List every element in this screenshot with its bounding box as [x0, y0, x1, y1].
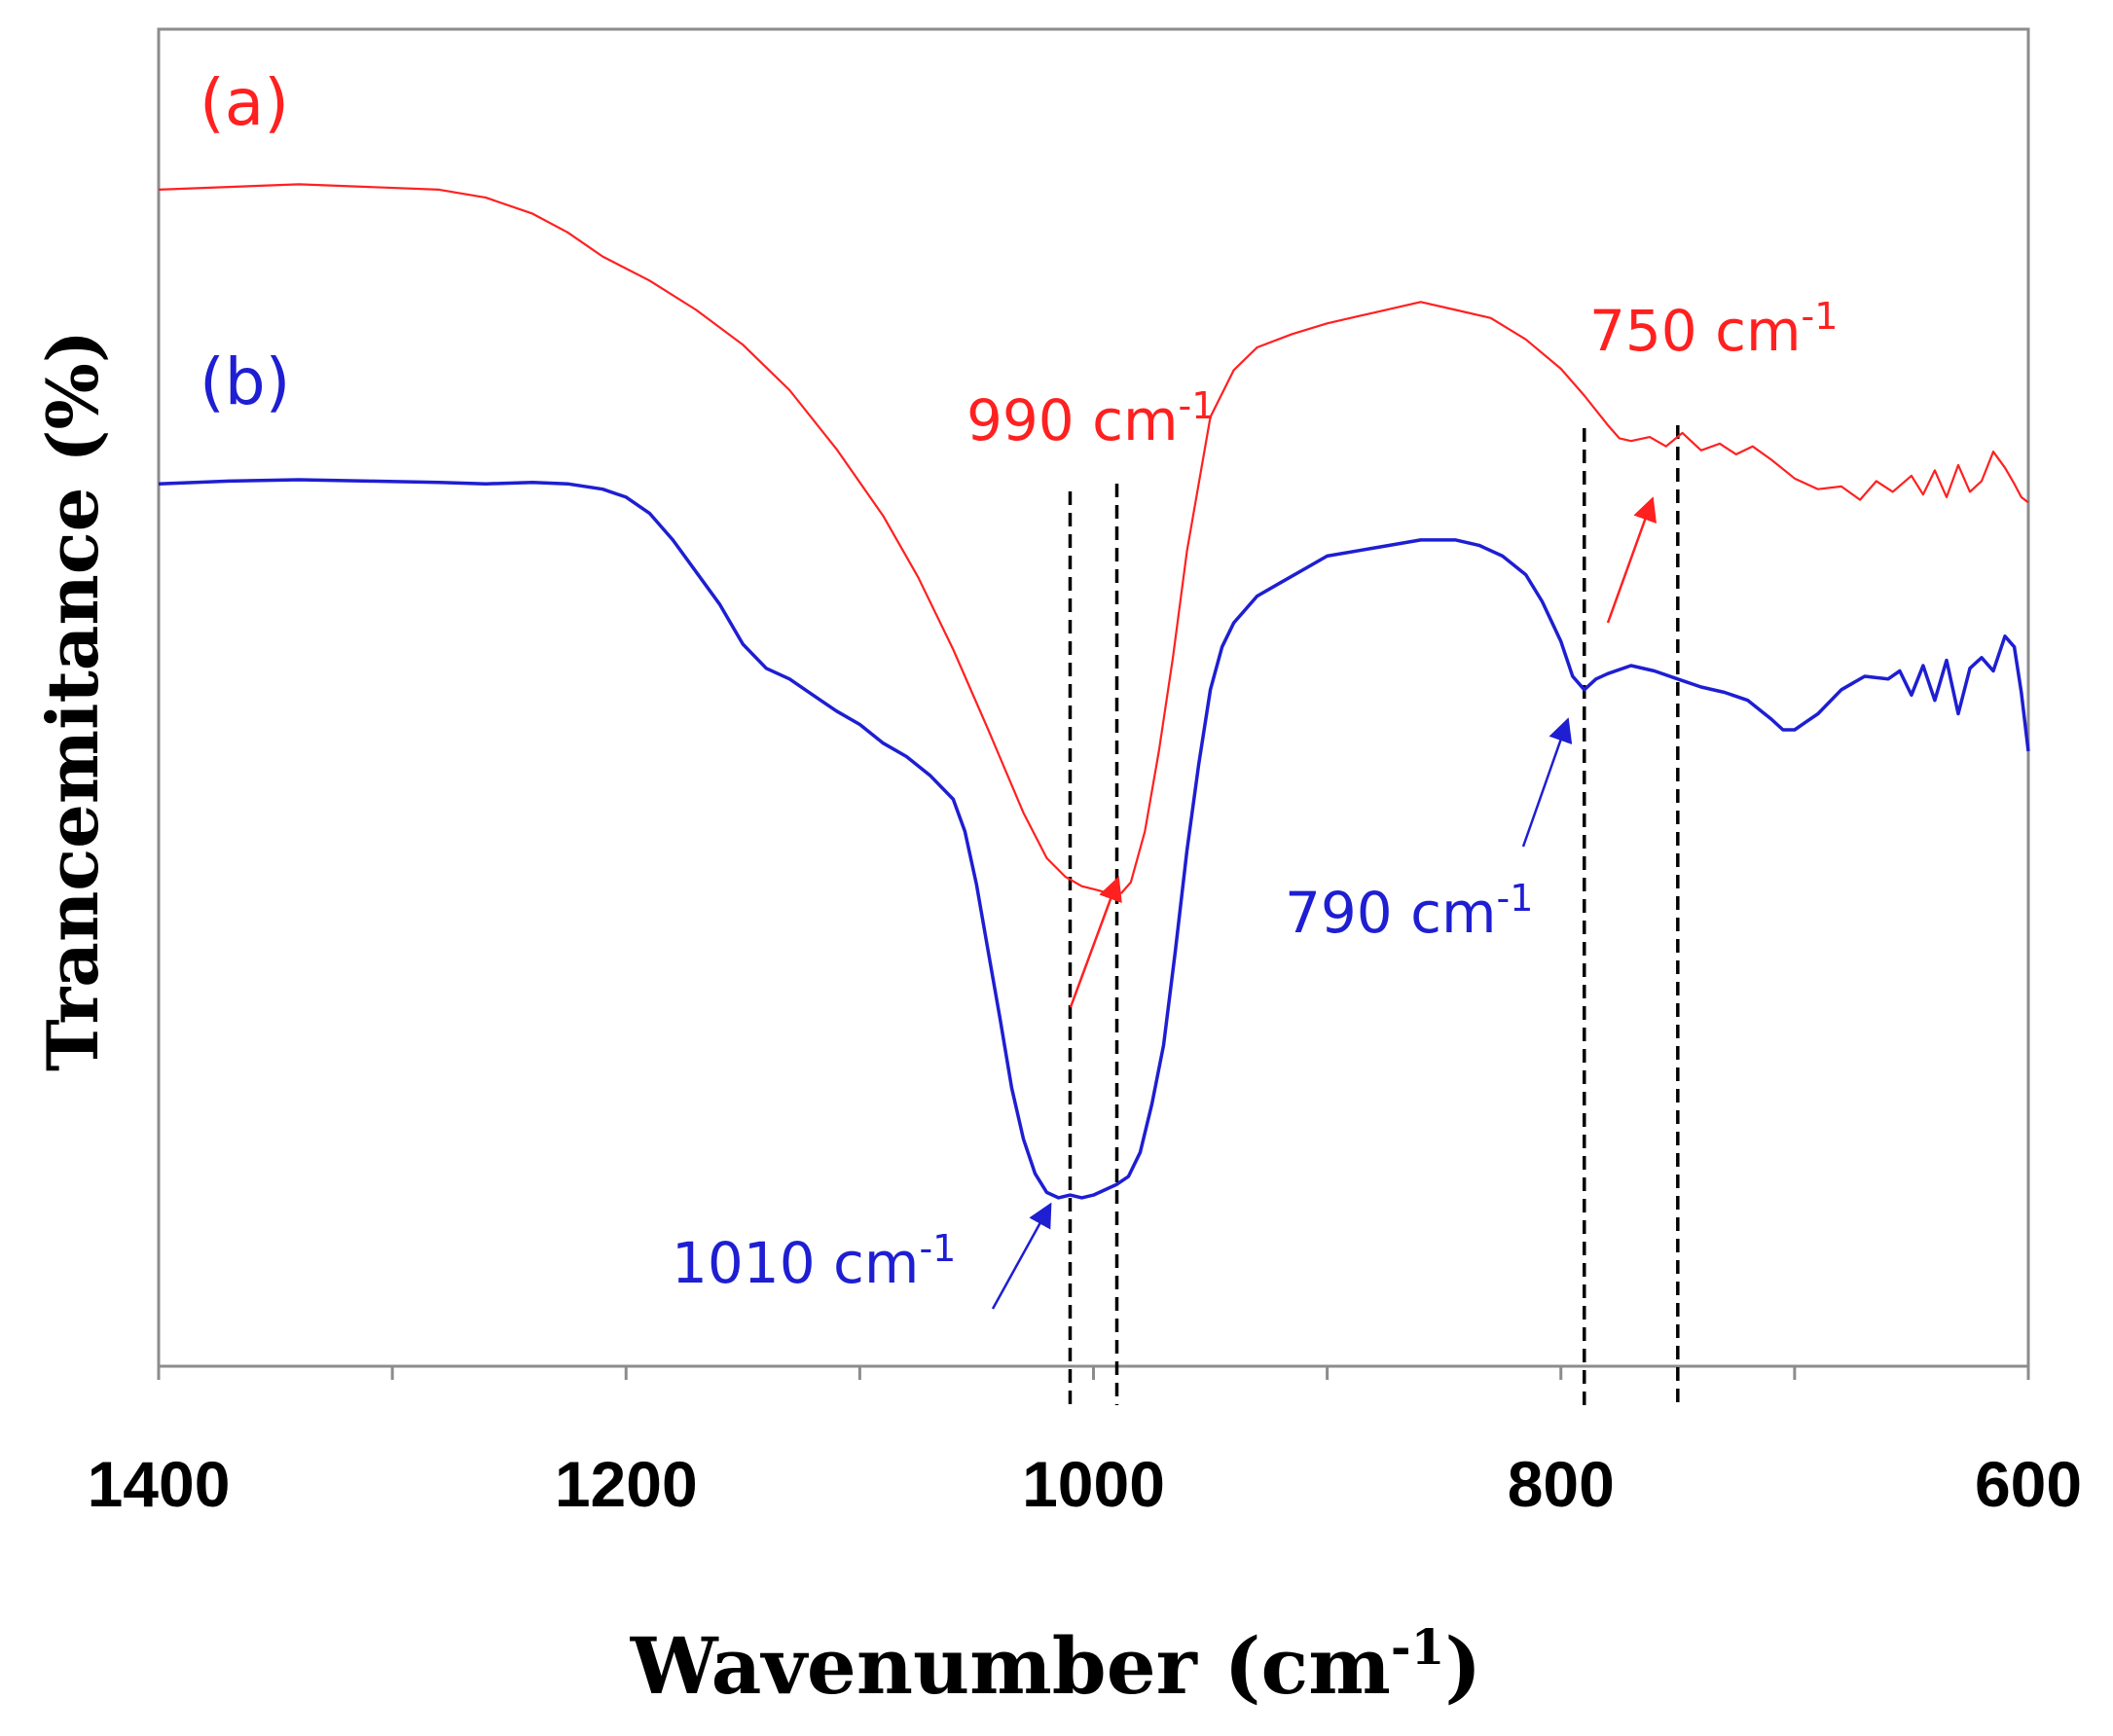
x-axis-title-main: Wavenumber (cm [630, 1620, 1391, 1712]
label-750: 750 cm-1 [1589, 295, 1838, 364]
x-tick-label-1200: 1200 [555, 1448, 698, 1520]
x-axis-title: Wavenumber (cm-1) [630, 1618, 1482, 1712]
label-1010: 1010 cm-1 [672, 1227, 956, 1296]
label-990-sup: -1 [1179, 384, 1216, 427]
series-b-line [158, 478, 2030, 1200]
x-tick-label-800: 800 [1508, 1448, 1615, 1520]
x-axis-title-close: ) [1444, 1620, 1481, 1712]
label-750-sup: -1 [1802, 295, 1839, 338]
x-tick-label-1000: 1000 [1022, 1448, 1165, 1520]
x-ticks [157, 1366, 2030, 1380]
series-a-line [158, 183, 2029, 896]
label-750-text: 750 cm [1589, 298, 1802, 364]
arrow-990 [1069, 876, 1122, 1008]
x-tick-label-600: 600 [1975, 1448, 2082, 1520]
label-790: 790 cm-1 [1285, 877, 1533, 946]
label-990: 990 cm-1 [966, 384, 1215, 453]
x-axis-title-sup: -1 [1391, 1618, 1445, 1676]
arrow-750 [1606, 496, 1657, 624]
x-tick-labels: 1400 1200 1000 800 600 [88, 1448, 2082, 1520]
y-axis-title: Trancemitance (%) [31, 330, 114, 1071]
plot-frame [157, 27, 2030, 1368]
label-790-sup: -1 [1497, 877, 1534, 920]
arrow-1010 [991, 1202, 1052, 1310]
x-tick-label-1400: 1400 [88, 1448, 231, 1520]
label-b: (b) [200, 344, 290, 419]
label-790-text: 790 cm [1285, 880, 1497, 946]
label-1010-text: 1010 cm [672, 1230, 919, 1296]
label-990-text: 990 cm [966, 387, 1179, 453]
label-1010-sup: -1 [919, 1227, 956, 1270]
label-a: (a) [200, 65, 289, 140]
arrow-790 [1521, 717, 1573, 848]
reference-lines [1068, 425, 1680, 1405]
